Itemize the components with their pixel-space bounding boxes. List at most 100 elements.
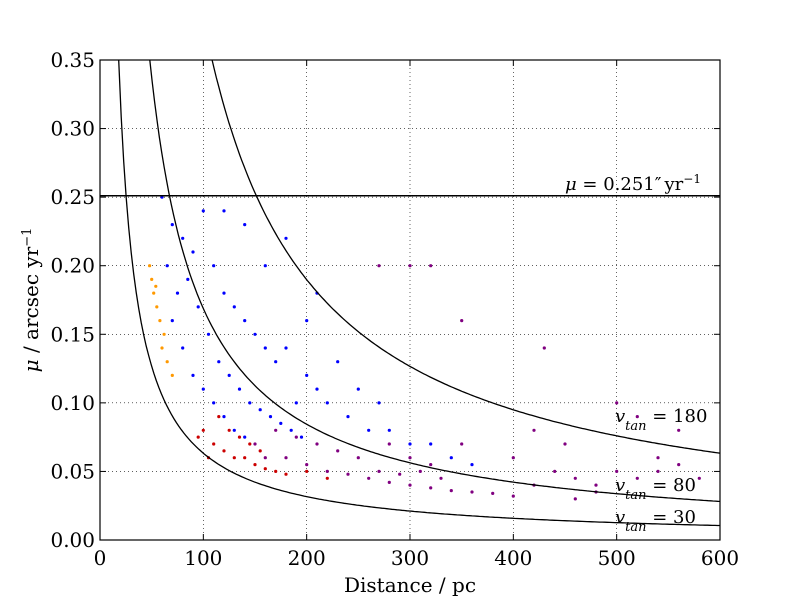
scatter-point-blue [299, 435, 304, 439]
scatter-point-blue [227, 373, 231, 377]
scatter-point-purple [511, 456, 515, 460]
scatter-point-blue [263, 264, 267, 268]
scatter-point-red [284, 472, 288, 476]
scatter-point-blue [289, 428, 293, 432]
y-tick-label: 0.20 [50, 254, 95, 278]
y-tick-label: 0.00 [50, 528, 95, 552]
scatter-point-purple [325, 469, 329, 473]
scatter-point-blue [243, 223, 247, 227]
scatter-point-red [274, 469, 278, 473]
scatter-point-blue [268, 415, 273, 419]
scatter-point-red [196, 435, 200, 439]
scatter-point-purple [697, 476, 701, 480]
scatter-point-blue [279, 421, 283, 425]
scatter-point-orange [160, 346, 164, 350]
scatter-point-purple [408, 456, 412, 460]
axis-ticks: 0 100 200 300 400 500 600 0.00 0.05 0.10 0.15 0.20 0… [50, 48, 739, 570]
scatter-point-orange [154, 284, 158, 288]
scatter-point-purple [439, 476, 443, 480]
scatter-point-blue [165, 264, 169, 268]
scatter-point-red [243, 456, 247, 460]
scatter-point-purple [367, 476, 371, 480]
scatter-point-purple [377, 264, 381, 268]
scatter-point-blue [387, 428, 391, 432]
y-tick-label: 0.25 [50, 185, 95, 209]
scatter-point-purple [470, 490, 474, 494]
scatter-point-blue [305, 373, 309, 377]
scatter-point-blue [222, 415, 226, 419]
scatter-point-purple [408, 483, 412, 487]
scatter-point-blue [470, 463, 474, 467]
scatter-point-blue [429, 442, 433, 446]
scatter-point-blue [243, 319, 247, 323]
scatter-point-blue [191, 373, 195, 377]
scatter-point-purple [387, 480, 391, 484]
scatter-point-purple [532, 428, 536, 432]
scatter-point-purple [356, 456, 360, 460]
scatter-point-purple [305, 463, 309, 467]
scatter-point-blue [449, 456, 453, 460]
x-tick-label: 0 [94, 546, 107, 570]
scatter-point-purple [346, 472, 350, 476]
scatter-point-blue [258, 408, 262, 412]
scatter-point-purple [449, 489, 453, 493]
scatter-point-purple [615, 401, 619, 405]
scatter-point-blue [181, 346, 185, 350]
scatter-point-orange [170, 373, 174, 377]
scatter-point-blue [243, 435, 247, 439]
scatter-point-blue [170, 223, 174, 227]
scatter-point-blue [232, 305, 236, 309]
x-tick-label: 100 [184, 546, 222, 570]
scatter-point-red [201, 428, 205, 432]
scatter-point-orange [158, 319, 162, 323]
scatter-point-blue [222, 291, 226, 295]
scatter-point-red [222, 449, 226, 453]
scatter-point-blue [201, 209, 205, 213]
scatter-point-red [248, 442, 252, 446]
scatter-point-red [253, 463, 257, 467]
scatter-point-red [212, 442, 216, 446]
scatter-points [148, 195, 701, 501]
scatter-point-purple [460, 442, 464, 446]
scatter-point-blue [294, 401, 298, 405]
scatter-point-purple [553, 469, 557, 473]
scatter-point-blue [253, 332, 257, 336]
hline-annotation: μ = 0.251″ yr−1 [565, 172, 701, 195]
scatter-point-red [227, 428, 231, 432]
scatter-point-purple [284, 456, 288, 460]
y-tick-label: 0.05 [50, 459, 95, 483]
scatter-point-red [232, 456, 236, 460]
x-axis-label: Distance / pc [344, 573, 476, 597]
y-tick-label: 0.30 [50, 117, 95, 141]
x-tick-label: 500 [598, 546, 636, 570]
scatter-point-purple [656, 456, 660, 460]
scatter-point-red [305, 469, 309, 473]
scatter-point-blue [263, 346, 267, 350]
scatter-point-purple [336, 449, 340, 453]
scatter-point-red [217, 415, 221, 419]
scatter-point-blue [377, 401, 381, 405]
scatter-point-purple [656, 469, 660, 473]
scatter-point-purple [429, 486, 433, 490]
scatter-point-blue [170, 319, 174, 323]
reference-lines [100, 59, 721, 527]
scatter-point-purple [294, 435, 298, 439]
scatter-point-purple [635, 415, 639, 419]
y-tick-label: 0.35 [50, 48, 95, 72]
scatter-point-red [325, 476, 329, 480]
scatter-point-red [258, 449, 262, 453]
scatter-point-blue [305, 319, 309, 323]
x-tick-label: 200 [288, 546, 326, 570]
scatter-point-blue [212, 264, 216, 268]
scatter-point-blue [284, 236, 288, 240]
curve-label-vtan-180: vtan = 180 [615, 406, 707, 434]
vtan-curve-180 [211, 59, 721, 454]
scatter-point-blue [222, 209, 226, 213]
scatter-point-blue [408, 442, 412, 446]
scatter-point-blue [336, 360, 340, 364]
scatter-point-orange [155, 305, 159, 309]
y-tick-label: 0.10 [50, 391, 95, 415]
scatter-point-purple [429, 264, 433, 268]
scatter-point-blue [212, 401, 216, 405]
